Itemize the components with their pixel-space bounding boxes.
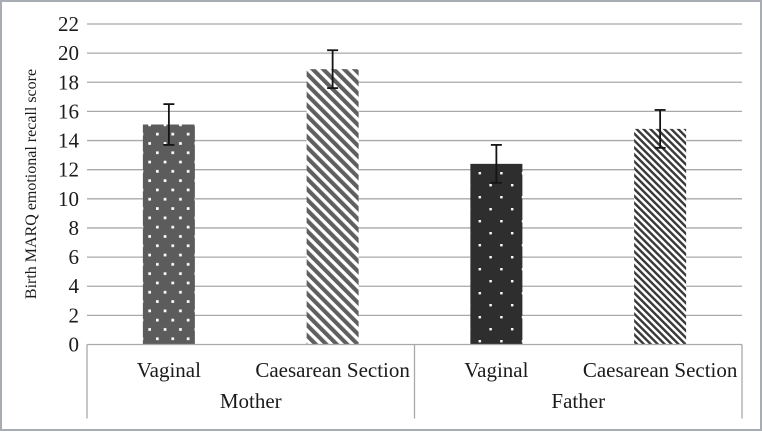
- y-tick-label: 22: [58, 12, 79, 36]
- y-tick-label: 16: [58, 99, 79, 123]
- category-label: Vaginal: [464, 358, 528, 382]
- bar-mother-vaginal: [142, 124, 195, 345]
- category-label: Caesarean Section: [255, 358, 410, 382]
- bar-father-vaginal: [470, 163, 523, 345]
- y-tick-label: 20: [58, 41, 79, 65]
- group-label: Father: [551, 389, 605, 413]
- y-tick-label: 8: [69, 216, 80, 240]
- y-axis-title: Birth MARQ emotional recall score: [23, 69, 40, 299]
- y-tick-label: 18: [58, 70, 79, 94]
- y-tick-label: 2: [69, 303, 80, 327]
- bar-mother-caesarean-section: [306, 69, 359, 345]
- bar-father-caesarean-section: [634, 128, 687, 345]
- y-tick-label: 12: [58, 158, 79, 182]
- y-tick-label: 4: [69, 274, 80, 298]
- y-tick-label: 10: [58, 187, 79, 211]
- error-bar: [490, 144, 502, 184]
- error-bar: [163, 103, 175, 146]
- y-tick-label: 6: [69, 245, 80, 269]
- y-tick-label: 0: [69, 333, 80, 357]
- error-bar: [327, 49, 339, 89]
- category-label: Vaginal: [137, 358, 201, 382]
- error-bar: [654, 109, 666, 149]
- category-label: Caesarean Section: [583, 358, 738, 382]
- group-label: Mother: [220, 389, 282, 413]
- y-tick-label: 14: [58, 129, 80, 153]
